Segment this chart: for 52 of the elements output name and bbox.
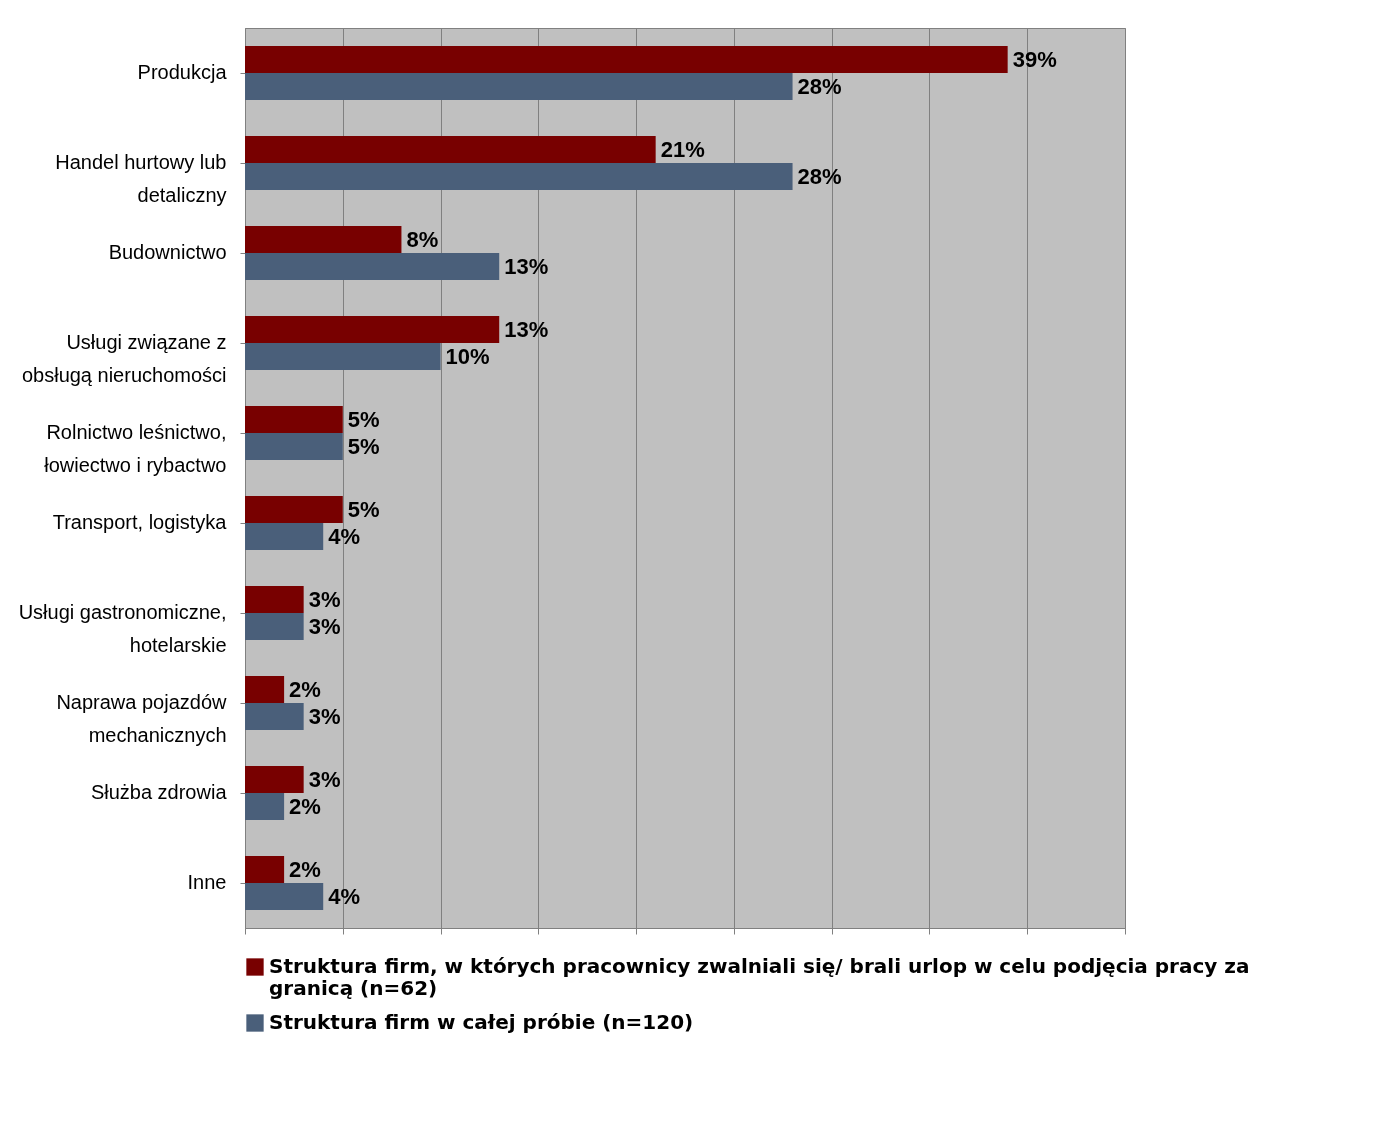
y-tick-label: Usługi związane z obsługą nieruchomości: [21, 331, 227, 386]
data-label: 4%: [328, 883, 361, 909]
data-label: 2%: [289, 676, 321, 702]
bar: [245, 613, 304, 640]
data-label: 3%: [308, 703, 341, 729]
bar: [245, 496, 343, 523]
bar: [245, 523, 324, 550]
bar: [245, 676, 285, 703]
data-label: 21%: [660, 136, 705, 162]
y-tick-label: Handel hurtowy lub detaliczny: [55, 151, 227, 206]
data-label: 13%: [504, 253, 549, 279]
y-tick-label: Inne: [187, 871, 227, 893]
bar: [245, 163, 793, 190]
bar: [245, 226, 402, 253]
y-tick-label: Budownictwo: [108, 241, 227, 263]
y-tick-label: Usługi gastronomiczne, hotelarskie: [18, 601, 227, 656]
y-tick-label: Transport, logistyka: [52, 511, 228, 533]
data-label: 5%: [347, 496, 380, 522]
data-label: 3%: [308, 586, 341, 612]
bar: [245, 883, 324, 910]
data-label: 10%: [445, 343, 490, 369]
data-label: 2%: [289, 856, 321, 882]
data-label: 39%: [1012, 46, 1057, 72]
bar: [245, 793, 285, 820]
y-tick-label: Służba zdrowia: [90, 781, 228, 803]
bar: [245, 253, 500, 280]
bar: [245, 856, 285, 883]
bar: [245, 766, 304, 793]
bar: [245, 136, 656, 163]
y-tick-label: Naprawa pojazdów mechanicznych: [56, 691, 228, 746]
bar: [245, 433, 343, 460]
y-tick-label: Produkcja: [137, 61, 228, 83]
bar: [245, 316, 500, 343]
bar: [245, 406, 343, 433]
bar: [245, 586, 304, 613]
data-label: 5%: [347, 406, 380, 432]
data-label: 28%: [797, 163, 842, 189]
data-label: 8%: [406, 226, 439, 252]
data-label: 28%: [797, 73, 842, 99]
legend-label: Struktura firm w całej próbie (n=120): [269, 1010, 694, 1034]
data-label: 4%: [328, 523, 361, 549]
data-label: 13%: [504, 316, 549, 342]
bar: [245, 343, 441, 370]
data-label: 2%: [289, 793, 321, 819]
bar: [245, 703, 304, 730]
data-label: 3%: [308, 766, 341, 792]
y-tick-label: Rolnictwo leśnictwo, łowiectwo i rybactwo: [44, 421, 227, 476]
data-label: 3%: [308, 613, 341, 639]
bar: [245, 46, 1008, 73]
bar: [245, 73, 793, 100]
legend-label: Struktura firm, w których pracownicy zwalniali się/ brali urlop w celu podjęcia pracy za granicą (n=62): [269, 954, 1250, 1000]
data-label: 5%: [347, 433, 380, 459]
